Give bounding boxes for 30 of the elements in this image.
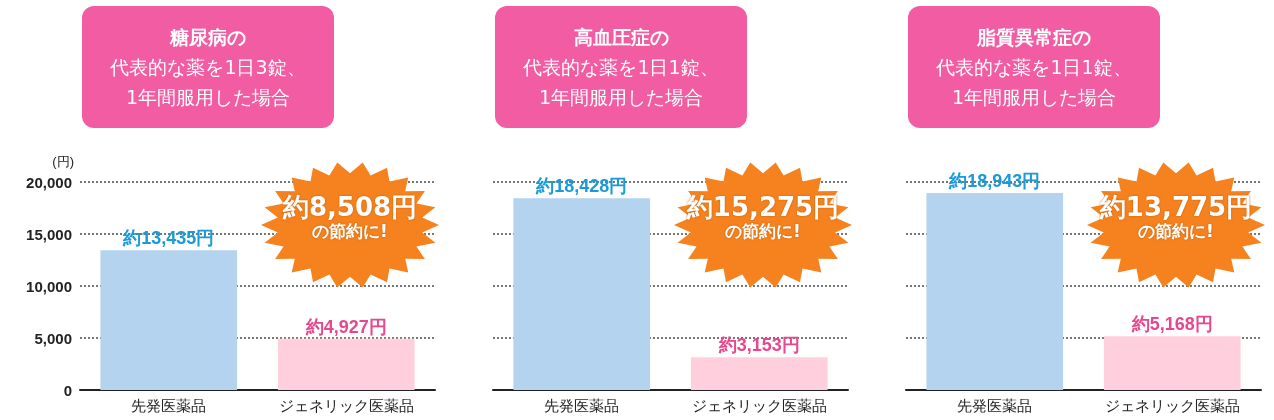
y-tick-label: 20,000: [26, 173, 72, 191]
chart-title: 脂質異常症の: [977, 25, 1091, 50]
annotation: 約8,508円: [282, 192, 418, 222]
y-tick-label: 15,000: [26, 225, 72, 243]
x-tick-label: 先発医薬品: [131, 397, 207, 414]
y-tick-label: 10,000: [26, 277, 72, 295]
annotation: の節約に!: [311, 220, 389, 243]
y-axis-title: (円): [52, 154, 74, 169]
chart-subtitle: 代表的な薬を1日3錠、1年間服用した場合: [109, 55, 307, 110]
annotation: の節約に!: [724, 221, 802, 243]
chart-title: 糖尿病の: [170, 25, 246, 50]
x-tick-label: 先発医薬品: [957, 397, 1033, 414]
annotation: 約15,275円: [686, 192, 840, 222]
y-tick-label: 0: [63, 381, 72, 399]
x-tick-label: ジェネリック医薬品: [278, 397, 414, 414]
y-tick-label: 5,000: [34, 329, 72, 347]
chart-subtitle: 代表的な薬を1日1錠、1年間服用した場合: [522, 55, 720, 110]
x-tick-label: 先発医薬品: [544, 397, 620, 414]
data-label: 約18,943円: [948, 170, 1041, 191]
chart-title: 高血圧症の: [573, 25, 669, 50]
annotation: の節約に!: [1137, 221, 1215, 243]
x-tick-label: ジェネリック医薬品: [691, 397, 827, 414]
data-label: 約3,153円: [717, 335, 800, 356]
data-label: 約13,435円: [122, 228, 215, 249]
annotation: 約13,775円: [1099, 192, 1253, 222]
data-label: 約5,168円: [1130, 314, 1213, 335]
data-label: 約18,428円: [535, 176, 628, 197]
data-label: 約4,927円: [304, 316, 387, 337]
chart-subtitle: 代表的な薬を1日1錠、1年間服用した場合: [935, 55, 1133, 110]
x-tick-label: ジェネリック医薬品: [1104, 397, 1240, 414]
